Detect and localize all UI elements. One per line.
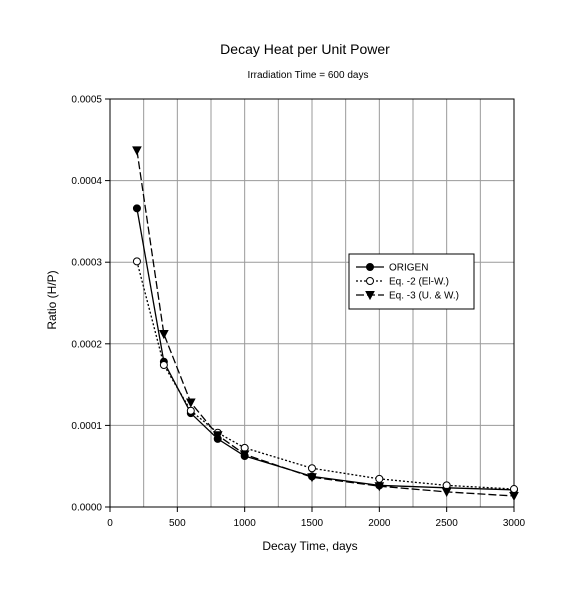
data-series [132,146,519,502]
x-tick-label: 1500 [301,518,324,529]
data-point [132,204,141,213]
x-tick-label: 500 [169,518,186,529]
data-point [159,330,169,340]
data-point [186,406,195,415]
y-axis-label: Ratio (H/P) [45,270,59,329]
legend-label: Eq. -3 (U. & W.) [389,291,459,302]
x-tick-label: 2000 [368,518,391,529]
data-point [510,485,518,494]
data-point [159,361,168,370]
data-point [375,474,384,483]
y-tick-label: 0.0004 [71,176,102,187]
x-tick-label: 0 [107,518,113,529]
y-tick-label: 0.0000 [71,503,102,514]
data-point [132,257,141,266]
x-tick-label: 3000 [503,518,526,529]
x-tick-label: 1000 [234,518,257,529]
data-point [307,473,317,483]
axis-ticks: 0 500 1000 1500 2000 2500 3000 0.0000 0.0001 0.00… [71,95,525,530]
series-2 [132,257,518,494]
data-point [239,450,250,460]
data-point [308,464,316,473]
y-tick-label: 0.0001 [71,421,102,432]
legend: ORIGEN Eq. -2 (El-W.) Eq. -3 (U. & W.) [348,253,475,310]
series-line [136,150,515,497]
series-3 [132,146,519,502]
y-tick-label: 0.0002 [71,339,102,350]
data-point [212,431,223,441]
chart-title: Decay Heat per Unit Power [220,41,390,57]
legend-label: Eq. -2 (El-W.) [389,277,449,288]
data-point [240,443,249,452]
legend-marker [366,263,374,271]
series-1 [132,204,518,494]
chart-subtitle: Irradiation Time = 600 days [248,70,369,81]
data-point [185,398,196,408]
x-axis-label: Decay Time, days [262,539,357,553]
y-tick-label: 0.0005 [71,95,102,106]
data-point [132,146,142,156]
data-point [509,491,519,502]
data-point [441,487,452,497]
legend-marker [365,291,375,301]
y-tick-label: 0.0003 [71,258,102,269]
series-line [136,208,515,491]
data-point [374,482,385,492]
data-point [442,481,451,490]
legend-label: ORIGEN [389,263,428,274]
x-tick-label: 2500 [436,518,459,529]
legend-marker [366,277,374,285]
